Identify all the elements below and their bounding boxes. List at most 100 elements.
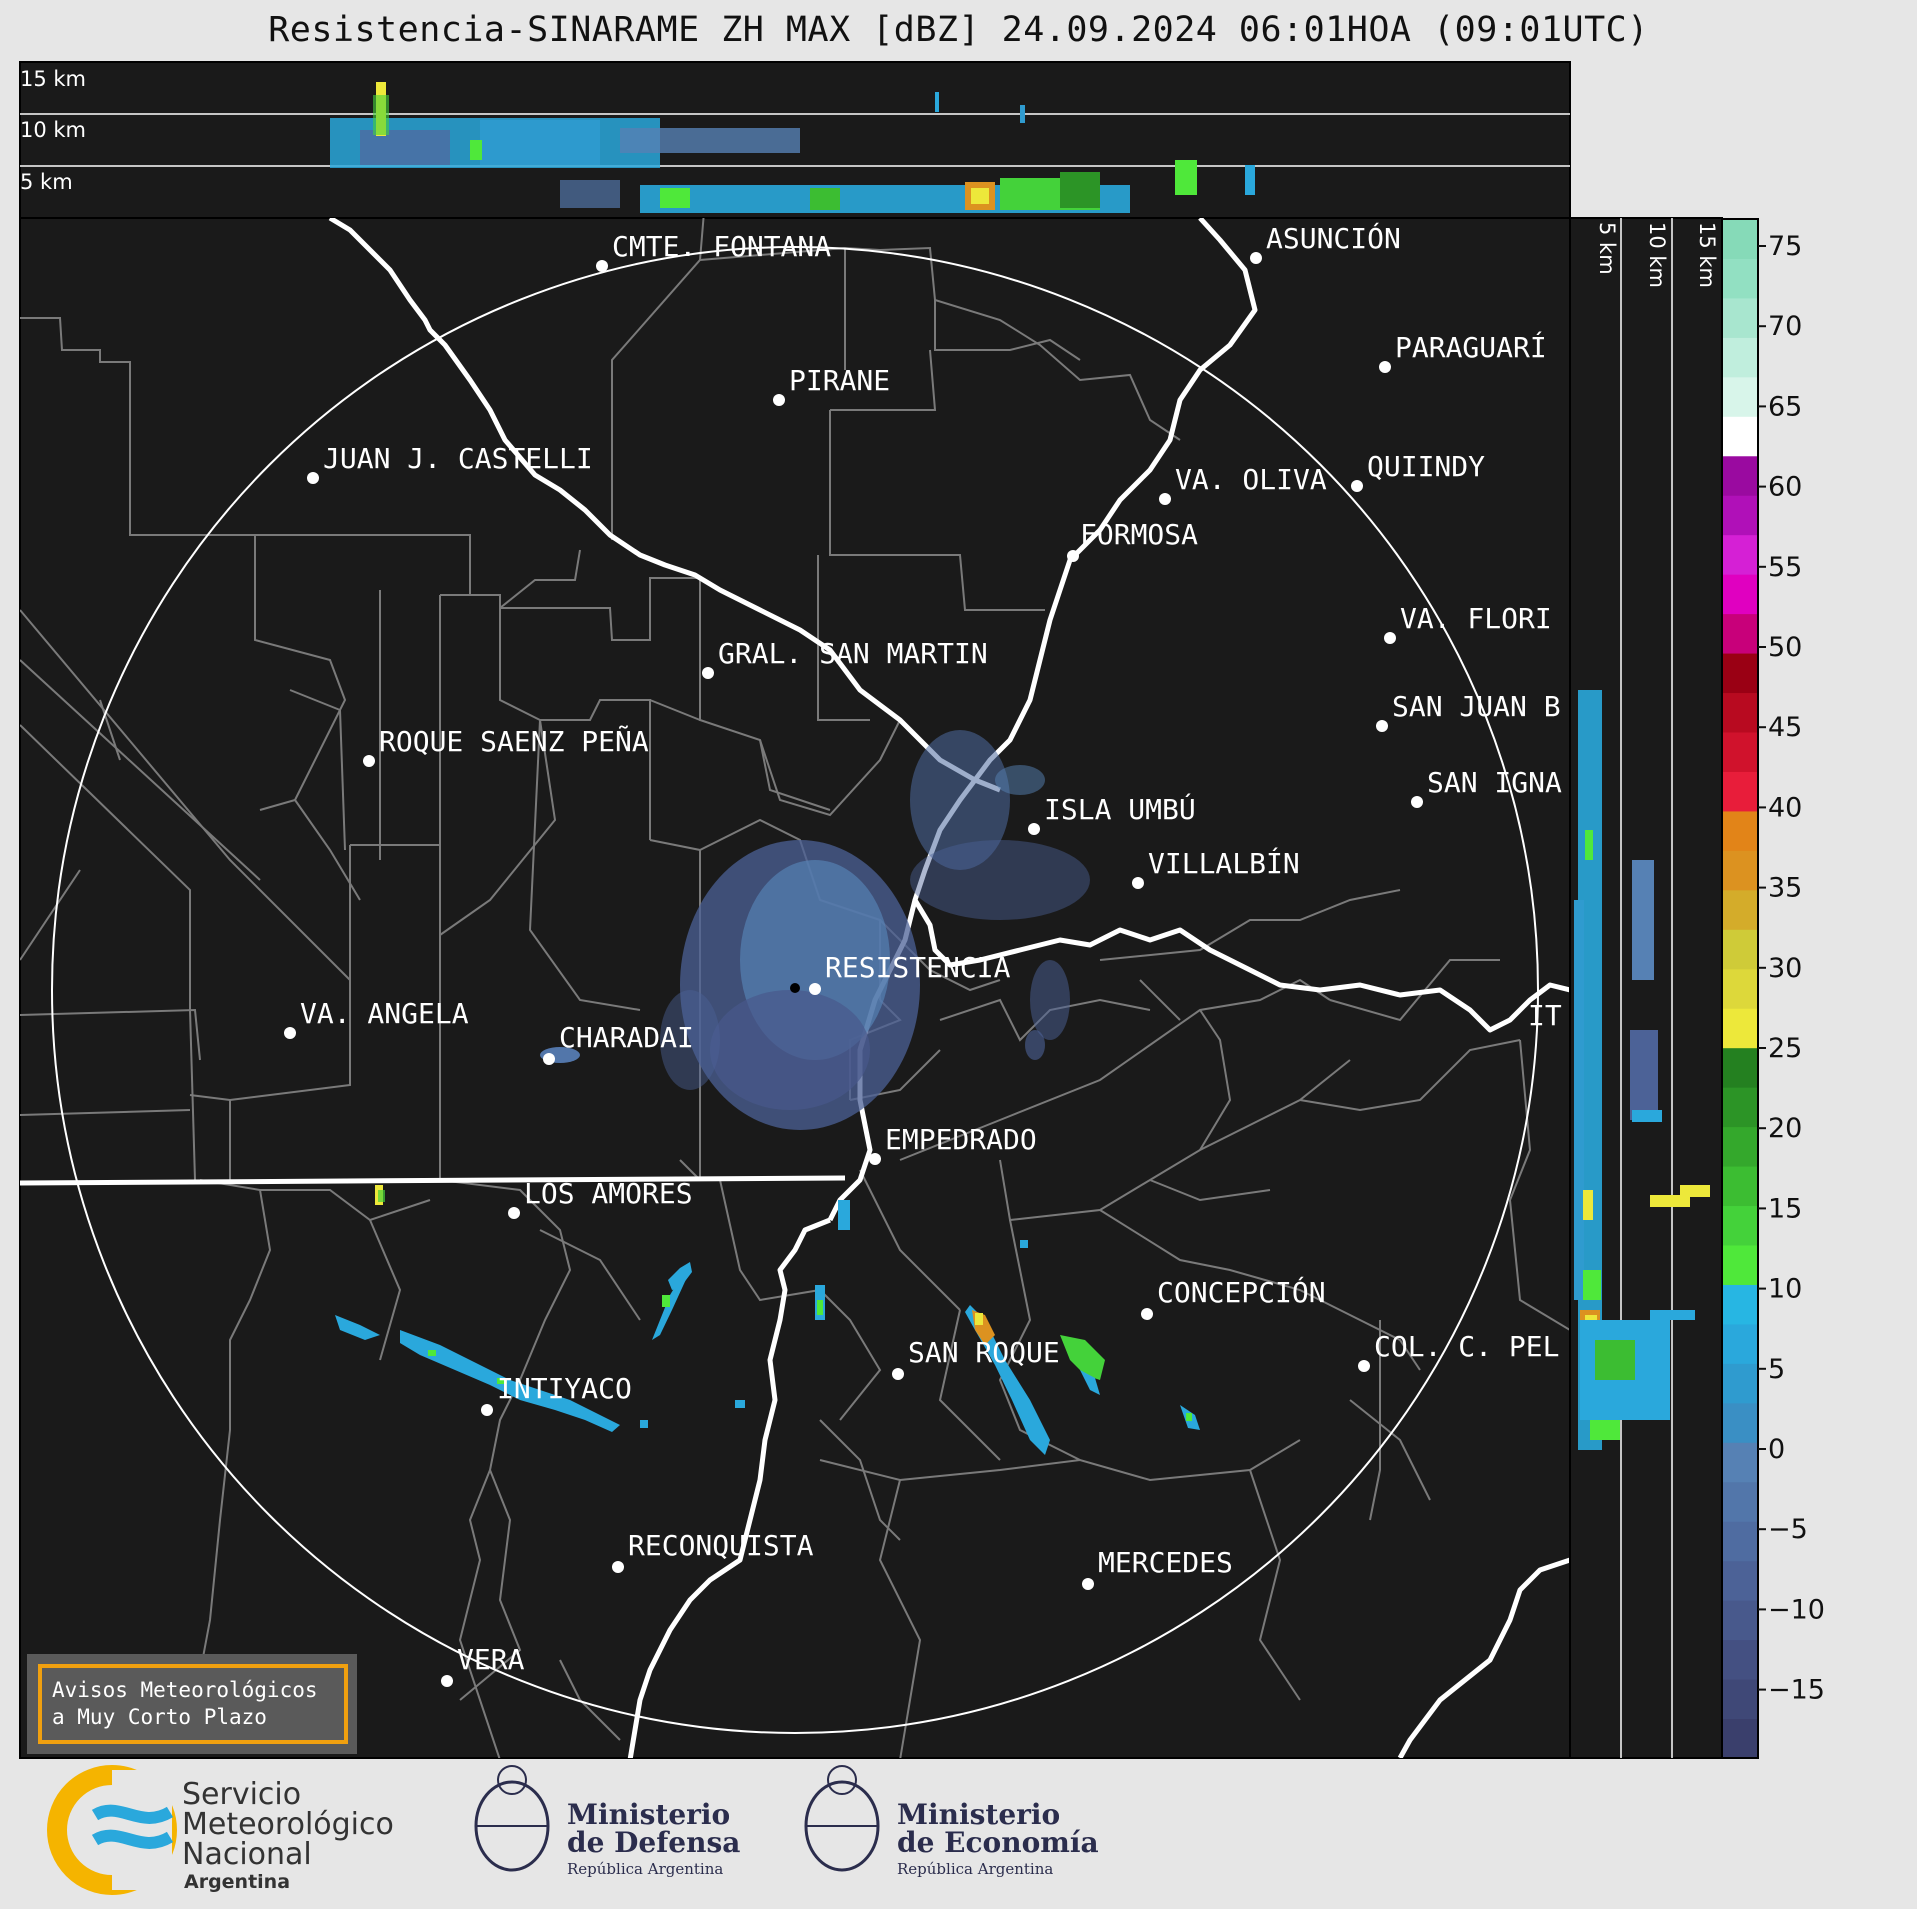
city-label-formosa: FORMOSA — [1080, 518, 1198, 551]
colorbar-segment — [1722, 1008, 1758, 1049]
colorbar-segment — [1722, 889, 1758, 930]
city-label-cmte-fontana: CMTE. FONTANA — [612, 230, 831, 263]
colorbar-segment — [1722, 1679, 1758, 1720]
side-cross-section-echoes — [1574, 218, 1710, 1758]
city-label-va-oliva: VA. OLIVA — [1175, 463, 1327, 496]
notice-line-1: Avisos Meteorológicos — [52, 1678, 318, 1702]
colorbar-segment — [1722, 1245, 1758, 1285]
colorbar-segment — [1722, 1323, 1758, 1364]
colorbar-tick-label: 55 — [1768, 552, 1802, 583]
colorbar-segment — [1722, 574, 1758, 615]
radar-site-marker — [790, 983, 800, 993]
city-label-pirane: PIRANE — [789, 364, 890, 397]
colorbar-tick-label: −10 — [1768, 1594, 1825, 1625]
defensa-line-2: de Defensa — [567, 1826, 740, 1859]
colorbar-tick-label: 40 — [1768, 792, 1802, 823]
colorbar-segment — [1722, 534, 1758, 575]
colorbar-segment — [1722, 258, 1758, 299]
side-height-label-5km: 5 km — [1595, 222, 1619, 275]
colorbar-segment — [1722, 1284, 1758, 1325]
colorbar-tick-label: 5 — [1768, 1354, 1785, 1385]
city-label-roque-saenz-pena: ROQUE SAENZ PEÑA — [379, 724, 649, 758]
city-label-san-roque: SAN ROQUE — [908, 1336, 1060, 1369]
smn-line-2: Meteorológico — [182, 1807, 394, 1842]
colorbar-segment — [1722, 1639, 1758, 1680]
colorbar-tick-label: 65 — [1768, 391, 1802, 422]
colorbar-segment — [1722, 810, 1758, 851]
colorbar-tick-label: 20 — [1768, 1113, 1802, 1144]
colorbar-segment — [1722, 1126, 1758, 1167]
colorbar-segment — [1722, 692, 1758, 733]
economia-line-2: de Economía — [897, 1826, 1099, 1859]
colorbar-segment — [1722, 929, 1758, 970]
economia-logo: Ministerio de Economía República Argenti… — [804, 1765, 1099, 1878]
side-height-label-10km: 10 km — [1645, 222, 1669, 288]
colorbar-segment — [1722, 1402, 1758, 1443]
colorbar-segment — [1722, 1087, 1758, 1128]
city-label-intiyaco: INTIYACO — [497, 1372, 632, 1405]
colorbar-tick-label: 10 — [1768, 1274, 1802, 1305]
city-label-empedrado: EMPEDRADO — [885, 1123, 1037, 1156]
smn-line-1: Servicio — [182, 1777, 301, 1812]
side-height-label-15km: 15 km — [1695, 222, 1719, 288]
economia-line-3: República Argentina — [897, 1860, 1053, 1878]
rivers-and-borders — [20, 218, 1570, 1758]
colorbar-segment — [1722, 416, 1758, 457]
department-boundaries — [20, 218, 1570, 1758]
top-height-label-5km: 5 km — [20, 170, 73, 194]
colorbar-tick-label: −15 — [1768, 1675, 1825, 1706]
radar-range-ring — [51, 246, 1539, 1734]
smn-logo: Servicio Meteorológico Nacional Argentin… — [47, 1765, 394, 1895]
defensa-line-1: Ministerio — [567, 1798, 730, 1831]
colorbar-segment — [1722, 613, 1758, 654]
colorbar-segment — [1722, 850, 1758, 891]
colorbar-segment — [1722, 1047, 1758, 1088]
colorbar-segment — [1722, 455, 1758, 496]
colorbar-segment — [1722, 297, 1758, 338]
colorbar-tick-label: 0 — [1768, 1434, 1785, 1465]
colorbar-segment — [1722, 219, 1758, 259]
top-cross-section-echoes — [20, 82, 1570, 213]
colorbar-segment — [1722, 1718, 1758, 1759]
colorbar-tick-label: 70 — [1768, 311, 1802, 342]
colorbar-segment — [1722, 1363, 1758, 1404]
colorbar-tick-label: 15 — [1768, 1193, 1802, 1224]
colorbar-segment — [1722, 1205, 1758, 1246]
colorbar-tick-label: 50 — [1768, 632, 1802, 663]
colorbar-segment — [1722, 337, 1758, 378]
city-label-charadai: CHARADAI — [559, 1021, 694, 1054]
city-label-col-c-pel: COL. C. PEL — [1374, 1330, 1559, 1363]
economia-line-1: Ministerio — [897, 1798, 1060, 1831]
colorbar-segment — [1722, 771, 1758, 812]
notice-box[interactable]: Avisos Meteorológicos a Muy Corto Plazo — [27, 1654, 357, 1754]
city-label-it: IT — [1528, 999, 1562, 1032]
city-label-paraguari: PARAGUARÍ — [1395, 330, 1547, 364]
colorbar-segment — [1722, 1166, 1758, 1207]
colorbar-tick-label: 75 — [1768, 231, 1802, 262]
defensa-logo: Ministerio de Defensa República Argentin… — [474, 1765, 740, 1878]
top-height-label-15km: 15 km — [20, 67, 86, 91]
notice-line-2: a Muy Corto Plazo — [52, 1705, 267, 1729]
city-label-reconquista: RECONQUISTA — [628, 1529, 814, 1562]
colorbar-segment — [1722, 732, 1758, 772]
city-label-san-igna: SAN IGNA — [1427, 766, 1562, 799]
city-label-san-juan-b: SAN JUAN B — [1392, 690, 1561, 723]
smn-line-3: Nacional — [182, 1837, 312, 1872]
colorbar-segment — [1722, 1481, 1758, 1522]
colorbar-segment — [1722, 1560, 1758, 1601]
colorbar-segment — [1722, 376, 1758, 417]
colorbar-segment — [1722, 1442, 1758, 1483]
colorbar-segment — [1722, 1600, 1758, 1641]
dbz-colorbar — [1722, 219, 1758, 1759]
colorbar-tick-label: 30 — [1768, 953, 1802, 984]
city-label-villalbin: VILLALBÍN — [1148, 846, 1300, 880]
colorbar-segment — [1722, 968, 1758, 1009]
city-label-quiindy: QUIINDY — [1367, 450, 1485, 483]
map-title: Resistencia-SINARAME ZH MAX [dBZ] 24.09.… — [268, 10, 1649, 50]
city-label-isla-umbu: ISLA UMBÚ — [1044, 792, 1196, 826]
colorbar-tick-label: 25 — [1768, 1033, 1802, 1064]
city-label-gral-san-martin: GRAL. SAN MARTIN — [718, 637, 988, 670]
city-markers — [284, 252, 1423, 1687]
